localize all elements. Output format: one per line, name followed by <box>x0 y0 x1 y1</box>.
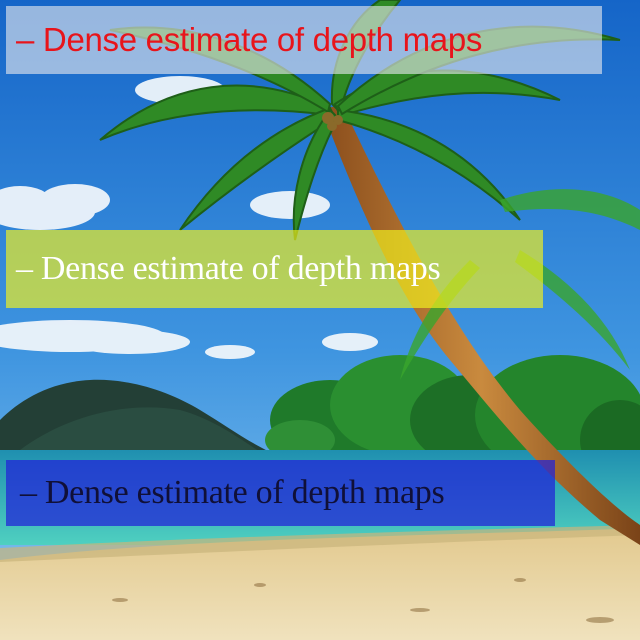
cloud-icon <box>0 76 378 359</box>
caption-middle-yellow: – Dense estimate of depth maps <box>6 230 543 308</box>
caption-top-gray: – Dense estimate of depth maps <box>6 6 602 74</box>
sand <box>0 528 640 640</box>
caption-text: – Dense estimate of depth maps <box>20 474 445 511</box>
caption-bottom-blue: – Dense estimate of depth maps <box>6 460 555 526</box>
caption-text: – Dense estimate of depth maps <box>16 21 483 58</box>
caption-text: – Dense estimate of depth maps <box>16 250 441 287</box>
beach-debris <box>112 578 614 623</box>
